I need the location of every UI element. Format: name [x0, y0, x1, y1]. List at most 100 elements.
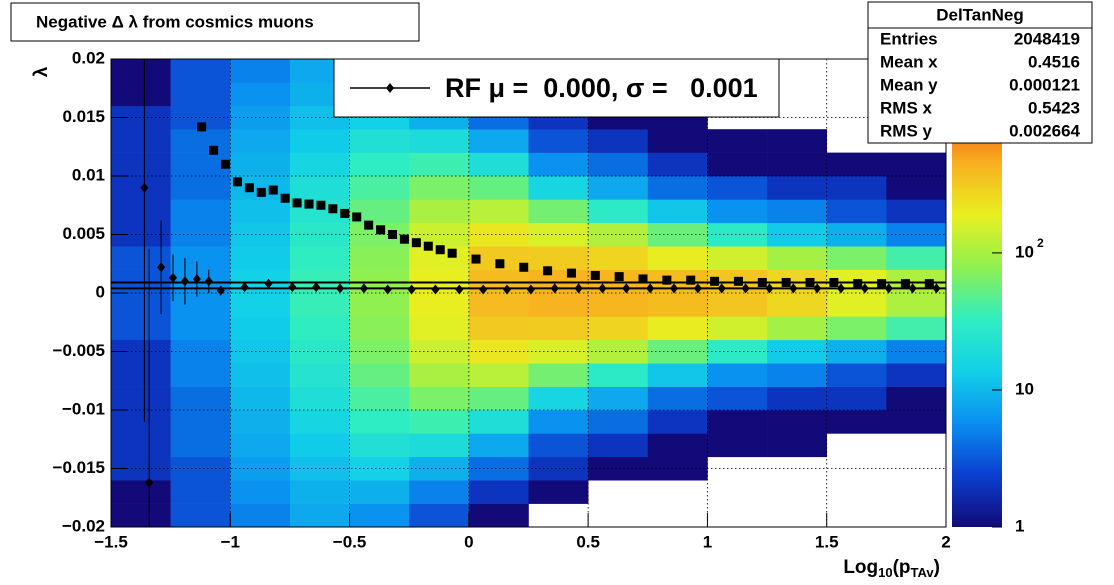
- heatmap-cell: [528, 152, 589, 177]
- heatmap-cell: [111, 363, 171, 387]
- stats-label: RMS x: [880, 98, 933, 117]
- marker: [598, 283, 607, 294]
- heatmap-cell: [349, 152, 410, 177]
- marker: [383, 284, 392, 295]
- heatmap-cell: [170, 129, 231, 153]
- heatmap-cell: [230, 503, 291, 528]
- marker: [813, 283, 822, 294]
- heatmap-cell: [528, 456, 589, 481]
- heatmap-cell: [230, 246, 291, 270]
- heatmap-cell: [528, 222, 589, 247]
- heatmap-cell: [468, 129, 529, 153]
- heatmap-cell: [170, 339, 231, 364]
- marker: [693, 283, 702, 294]
- x-axis-label-part: Log: [843, 557, 878, 578]
- heatmap-cell: [826, 410, 887, 434]
- heatmap-cell: [170, 316, 231, 341]
- y-tick-label: 0.015: [62, 107, 105, 126]
- heatmap-cell: [588, 363, 649, 387]
- heatmap-cell: [289, 386, 350, 411]
- stats-value: 0.002664: [1009, 121, 1080, 140]
- heatmap-cell: [111, 433, 171, 458]
- legend-marker: [386, 83, 394, 93]
- heatmap-cell: [528, 199, 589, 224]
- marker: [256, 187, 266, 197]
- heatmap-cell: [409, 503, 470, 528]
- heatmap-cell: [886, 246, 947, 270]
- heatmap-cell: [289, 129, 350, 153]
- heatmap-cell: [468, 176, 529, 200]
- heatmap-cell: [767, 199, 828, 224]
- heatmap-cell: [886, 363, 947, 387]
- heatmap-cell: [767, 363, 828, 387]
- marker: [244, 183, 254, 193]
- heatmap-cell: [349, 316, 410, 341]
- marker: [781, 277, 791, 287]
- x-tick-label: −1: [221, 532, 240, 551]
- heatmap-cell: [707, 433, 768, 458]
- heatmap-cell: [111, 199, 171, 224]
- marker: [765, 283, 774, 294]
- heatmap-cell: [230, 293, 291, 317]
- heatmap-cell: [170, 456, 231, 481]
- heatmap-cell: [170, 386, 231, 411]
- heatmap-cell: [647, 456, 708, 481]
- y-tick-label: 0.02: [72, 48, 105, 67]
- heatmap-cell: [647, 246, 708, 270]
- x-axis-label-subscript: 10: [878, 565, 892, 580]
- x-axis-label: Log10(pTAv): [843, 557, 940, 580]
- heatmap-cell: [647, 222, 708, 247]
- heatmap-cell: [111, 503, 171, 528]
- heatmap-cell: [289, 433, 350, 458]
- x-tick-label: 0: [464, 532, 473, 551]
- y-tick-label: 0.005: [62, 224, 105, 243]
- heatmap-cell: [707, 176, 768, 200]
- marker: [884, 283, 893, 294]
- heatmap-cell: [349, 386, 410, 411]
- heatmap-cell: [349, 293, 410, 317]
- marker: [169, 272, 178, 283]
- heatmap-cell: [468, 480, 529, 504]
- x-axis-label-subscript: TAv: [911, 565, 935, 580]
- heatmap-cell: [767, 339, 828, 364]
- y-tick-label: 0: [96, 282, 105, 301]
- heatmap-cell: [409, 199, 470, 224]
- heatmap-cell: [468, 246, 529, 270]
- heatmap-cell: [289, 176, 350, 200]
- heatmap-cell: [647, 433, 708, 458]
- heatmap-cell: [468, 503, 529, 528]
- heatmap-cell: [409, 410, 470, 434]
- heatmap-cell: [647, 339, 708, 364]
- heatmap-cell: [767, 176, 828, 200]
- stats-label: Mean y: [880, 75, 938, 94]
- heatmap-cell: [886, 199, 947, 224]
- heatmap-cell: [468, 152, 529, 177]
- heatmap-cell: [886, 293, 947, 317]
- heatmap-cell: [230, 152, 291, 177]
- marker: [304, 199, 314, 209]
- marker: [614, 272, 624, 282]
- heatmap-cell: [111, 339, 171, 364]
- x-axis-label-part: (p: [893, 557, 911, 578]
- heatmap-cell: [647, 386, 708, 411]
- marker: [364, 220, 374, 230]
- heatmap-cell: [230, 480, 291, 504]
- heatmap-cell: [647, 176, 708, 200]
- heatmap-cell: [886, 316, 947, 341]
- heatmap-cell: [349, 410, 410, 434]
- heatmap-cell: [588, 152, 649, 177]
- marker: [192, 273, 201, 284]
- heatmap-cell: [111, 105, 171, 130]
- heatmap-cell: [826, 246, 887, 270]
- marker: [376, 225, 386, 235]
- heatmap-cell: [588, 433, 649, 458]
- heatmap-cell: [767, 316, 828, 341]
- marker: [805, 277, 815, 287]
- x-tick-label: 1: [703, 532, 712, 551]
- marker: [574, 283, 583, 294]
- heatmap-cell: [468, 363, 529, 387]
- heatmap-cell: [528, 176, 589, 200]
- heatmap-cell: [767, 293, 828, 317]
- marker: [853, 279, 863, 289]
